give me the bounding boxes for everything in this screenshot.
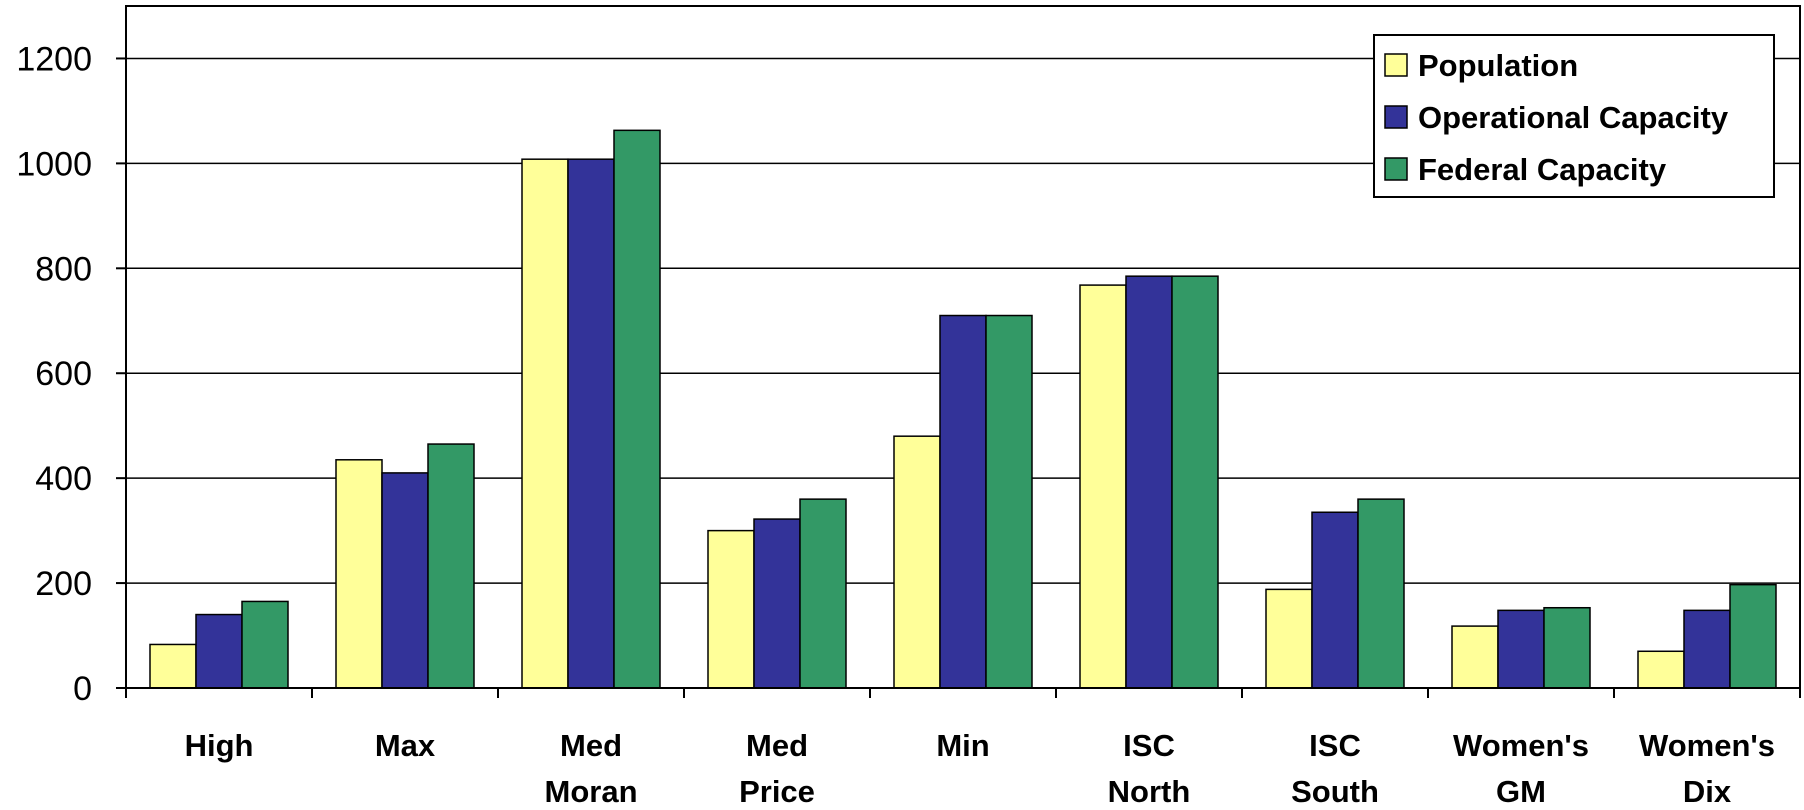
y-tick-label: 1200 (16, 40, 92, 78)
x-tick-label: Min (936, 728, 989, 763)
bar (195, 613, 243, 689)
bars (149, 129, 1777, 689)
legend-entry: Population (1418, 48, 1578, 83)
x-tick-label-line: South (1291, 774, 1379, 809)
x-tick-label: Med Price (739, 728, 815, 809)
bar (1543, 606, 1591, 689)
x-tick-label-line: Price (739, 774, 815, 809)
x-tick-label-line: Women's (1639, 728, 1775, 763)
legend-entry: Federal Capacity (1418, 152, 1667, 187)
x-tick-label-line: ISC (1309, 728, 1361, 763)
y-tick-label: 0 (73, 670, 92, 708)
y-tick-label: 600 (35, 355, 92, 393)
bar (1637, 650, 1685, 689)
bar (1079, 284, 1127, 689)
x-tick-label-line: GM (1496, 774, 1546, 809)
x-tick-label-line: High (185, 728, 254, 763)
bar (1497, 609, 1545, 689)
legend: Population Operational Capacity Federal Ca… (1373, 34, 1775, 198)
x-tick-label: Med Moran (545, 728, 638, 809)
bar (799, 498, 847, 689)
y-tick-label: 200 (35, 565, 92, 603)
x-tick-label-line: Min (936, 728, 989, 763)
bar (1451, 625, 1499, 689)
x-tick-label-line: North (1108, 774, 1191, 809)
x-tick-label-line: ISC (1123, 728, 1175, 763)
bar (1171, 275, 1219, 689)
bar (1265, 588, 1313, 689)
x-tick-label: Women's GM (1453, 728, 1589, 809)
bar (335, 459, 383, 689)
y-tick-label: 400 (35, 460, 92, 498)
bar (613, 129, 661, 689)
x-axis: High Max Med Moran Med Price Min ISC North ISC Sou… (125, 687, 1801, 809)
y-axis: 0 200 400 600 800 1000 1200 (16, 40, 126, 708)
x-tick-label-line: Med (746, 728, 808, 763)
x-tick-label: Max (375, 728, 436, 763)
bar (567, 158, 615, 689)
bar (1683, 609, 1731, 689)
legend-swatch (1384, 53, 1408, 77)
bar (939, 314, 987, 689)
bar (707, 529, 755, 689)
bar (427, 443, 475, 689)
legend-box (1373, 34, 1775, 198)
legend-entry: Operational Capacity (1418, 100, 1729, 135)
legend-swatch (1384, 157, 1408, 181)
bar (381, 472, 429, 689)
x-tick-label: High (185, 728, 254, 763)
bar (149, 643, 197, 689)
bar (753, 518, 801, 689)
bar (985, 314, 1033, 689)
bar (1311, 511, 1359, 689)
x-tick-label: ISC North (1108, 728, 1191, 809)
x-tick-label-line: Women's (1453, 728, 1589, 763)
y-tick-label: 1000 (16, 145, 92, 183)
x-tick-label: ISC South (1291, 728, 1379, 809)
bar (893, 435, 941, 689)
x-tick-label-line: Dix (1683, 774, 1732, 809)
x-tick-label-line: Med (560, 728, 622, 763)
bar (1729, 583, 1777, 689)
x-tick-label: Women's Dix (1639, 728, 1775, 809)
x-tick-label-line: Max (375, 728, 436, 763)
bar (1357, 498, 1405, 689)
legend-swatch (1384, 105, 1408, 129)
x-tick-label-line: Moran (545, 774, 638, 809)
bar (1125, 275, 1173, 689)
bar (241, 600, 289, 689)
bar (521, 158, 569, 689)
y-tick-label: 800 (35, 250, 92, 288)
